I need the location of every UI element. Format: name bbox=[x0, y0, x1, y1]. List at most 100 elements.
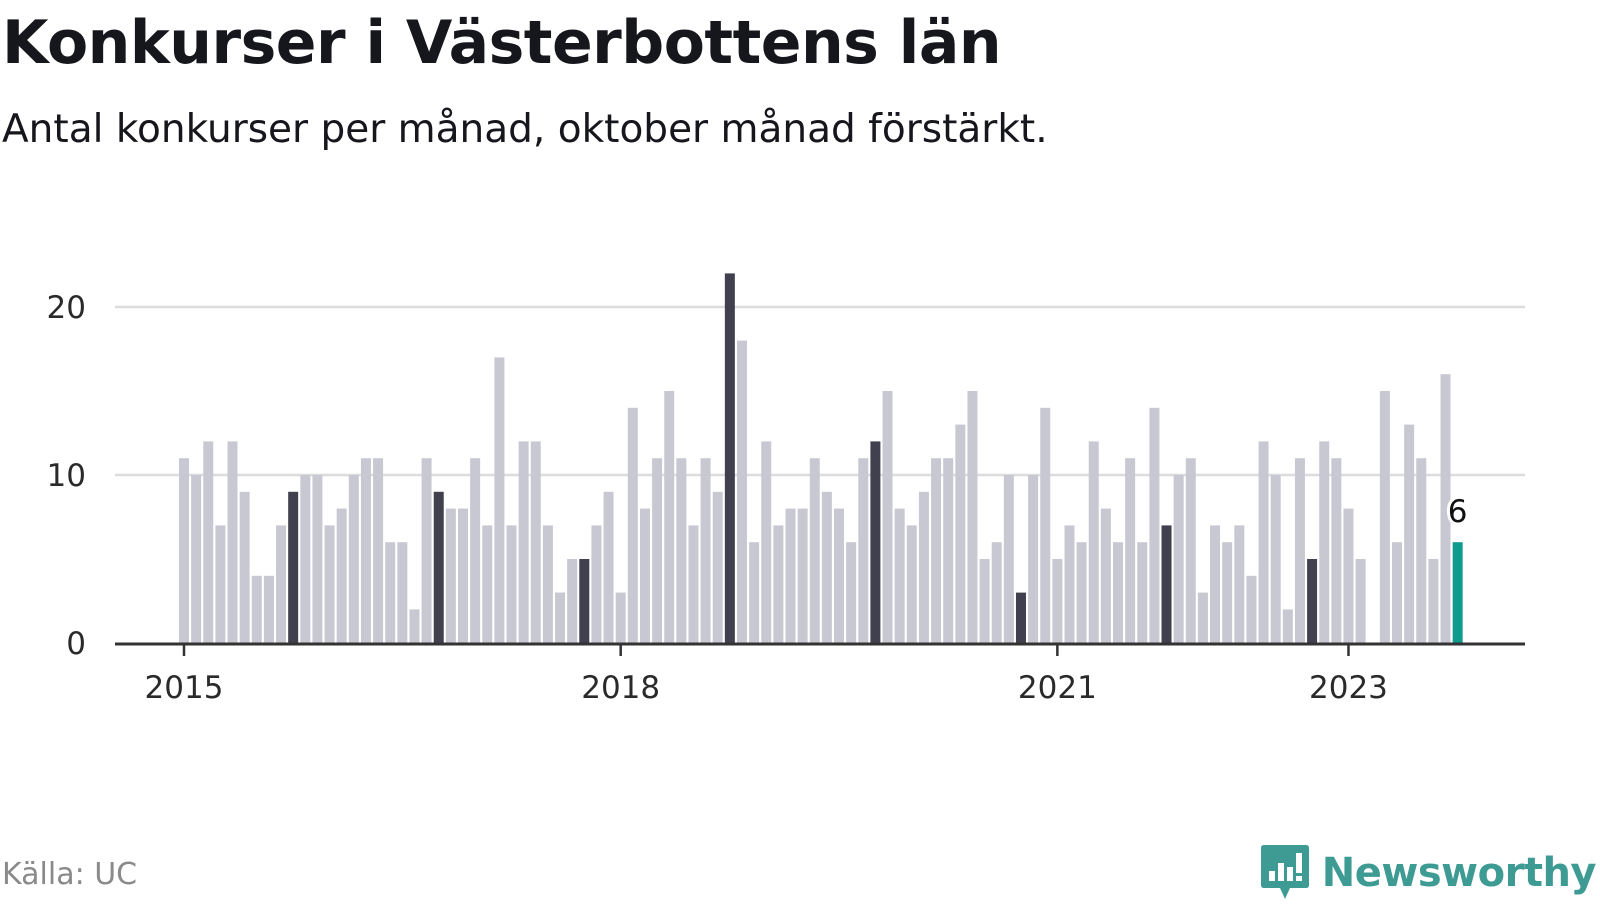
bar bbox=[773, 525, 784, 643]
bar bbox=[1197, 592, 1208, 643]
bar bbox=[239, 491, 250, 643]
bar bbox=[421, 458, 432, 643]
bar bbox=[506, 525, 517, 643]
brand-name: Newsworthy bbox=[1321, 850, 1597, 896]
x-tick-label: 2023 bbox=[1309, 670, 1388, 706]
bar bbox=[991, 542, 1002, 643]
bar bbox=[1040, 407, 1051, 643]
bar bbox=[1064, 525, 1075, 643]
newsworthy-logo-icon bbox=[1260, 845, 1309, 899]
bar bbox=[1173, 475, 1184, 643]
bar bbox=[179, 458, 189, 643]
bar bbox=[373, 458, 384, 643]
bar bbox=[1222, 542, 1233, 643]
bar bbox=[1416, 458, 1427, 643]
bar bbox=[445, 508, 456, 643]
labels: 0 10 20 2015 2018 2021 2023 6 bbox=[47, 290, 1471, 706]
x-tick-label: 2021 bbox=[1018, 670, 1097, 706]
bar bbox=[712, 491, 723, 643]
bar bbox=[797, 508, 808, 643]
bar bbox=[1100, 508, 1111, 643]
bar bbox=[955, 424, 966, 643]
bar bbox=[300, 475, 311, 643]
bar bbox=[555, 592, 566, 643]
bar bbox=[457, 508, 468, 643]
bar bbox=[1307, 559, 1318, 643]
bar bbox=[882, 391, 893, 643]
chart-subtitle: Antal konkurser per månad, oktober månad… bbox=[2, 107, 1048, 152]
bar bbox=[1331, 458, 1342, 643]
bar bbox=[615, 592, 626, 643]
bar bbox=[1028, 475, 1039, 643]
bar bbox=[967, 391, 978, 643]
bar bbox=[263, 575, 274, 643]
bar bbox=[288, 491, 299, 643]
bar bbox=[1234, 525, 1245, 643]
bar bbox=[1185, 458, 1196, 643]
bar bbox=[227, 441, 238, 643]
bar bbox=[943, 458, 954, 643]
bar bbox=[761, 441, 772, 643]
bar bbox=[652, 458, 663, 643]
bar bbox=[276, 525, 287, 643]
bar bbox=[639, 508, 650, 643]
bar bbox=[785, 508, 796, 643]
bar bbox=[397, 542, 408, 643]
bar bbox=[736, 340, 747, 643]
bar bbox=[627, 407, 638, 643]
bar bbox=[1452, 542, 1463, 643]
bar bbox=[688, 525, 699, 643]
x-tick-label: 2018 bbox=[581, 670, 660, 706]
y-tick-label: 20 bbox=[47, 290, 86, 326]
bar bbox=[409, 609, 420, 643]
bar bbox=[1125, 458, 1136, 643]
bar bbox=[979, 559, 990, 643]
bar bbox=[1404, 424, 1415, 643]
bar bbox=[1161, 525, 1172, 643]
bar bbox=[312, 475, 323, 643]
bar bbox=[530, 441, 541, 643]
bar bbox=[567, 559, 578, 643]
bar bbox=[591, 525, 602, 643]
bar bbox=[1294, 458, 1305, 643]
bar bbox=[918, 491, 929, 643]
bar bbox=[1052, 559, 1063, 643]
bar bbox=[470, 458, 481, 643]
bar bbox=[203, 441, 214, 643]
bar bbox=[385, 542, 396, 643]
bar bbox=[1210, 525, 1221, 643]
bar bbox=[906, 525, 917, 643]
grid-lines bbox=[115, 305, 1525, 477]
bar bbox=[870, 441, 881, 643]
bar bbox=[1149, 407, 1160, 643]
bar bbox=[603, 491, 614, 643]
bar bbox=[494, 357, 505, 643]
bar bbox=[251, 575, 262, 643]
bar bbox=[724, 273, 735, 643]
bar bbox=[809, 458, 820, 643]
bar bbox=[1088, 441, 1099, 643]
bar bbox=[1246, 575, 1257, 643]
bar bbox=[846, 542, 857, 643]
bar bbox=[215, 525, 226, 643]
bar bbox=[676, 458, 687, 643]
bar bbox=[1282, 609, 1293, 643]
bar bbox=[579, 559, 590, 643]
bar bbox=[1258, 441, 1269, 643]
bar bbox=[1015, 592, 1026, 643]
bar bbox=[1076, 542, 1087, 643]
latest-value-label: 6 bbox=[1448, 494, 1468, 530]
bar bbox=[1392, 542, 1402, 643]
bar bbox=[482, 525, 493, 643]
bar bbox=[433, 491, 444, 643]
x-tick-label: 2015 bbox=[145, 670, 224, 706]
bar bbox=[821, 491, 832, 643]
bar bbox=[834, 508, 845, 643]
y-tick-label: 10 bbox=[47, 458, 86, 494]
bar bbox=[1440, 374, 1451, 643]
bar bbox=[1113, 542, 1124, 643]
bar bbox=[931, 458, 942, 643]
chart-title: Konkurser i Västerbottens län bbox=[2, 8, 1002, 78]
bar bbox=[1355, 559, 1366, 643]
